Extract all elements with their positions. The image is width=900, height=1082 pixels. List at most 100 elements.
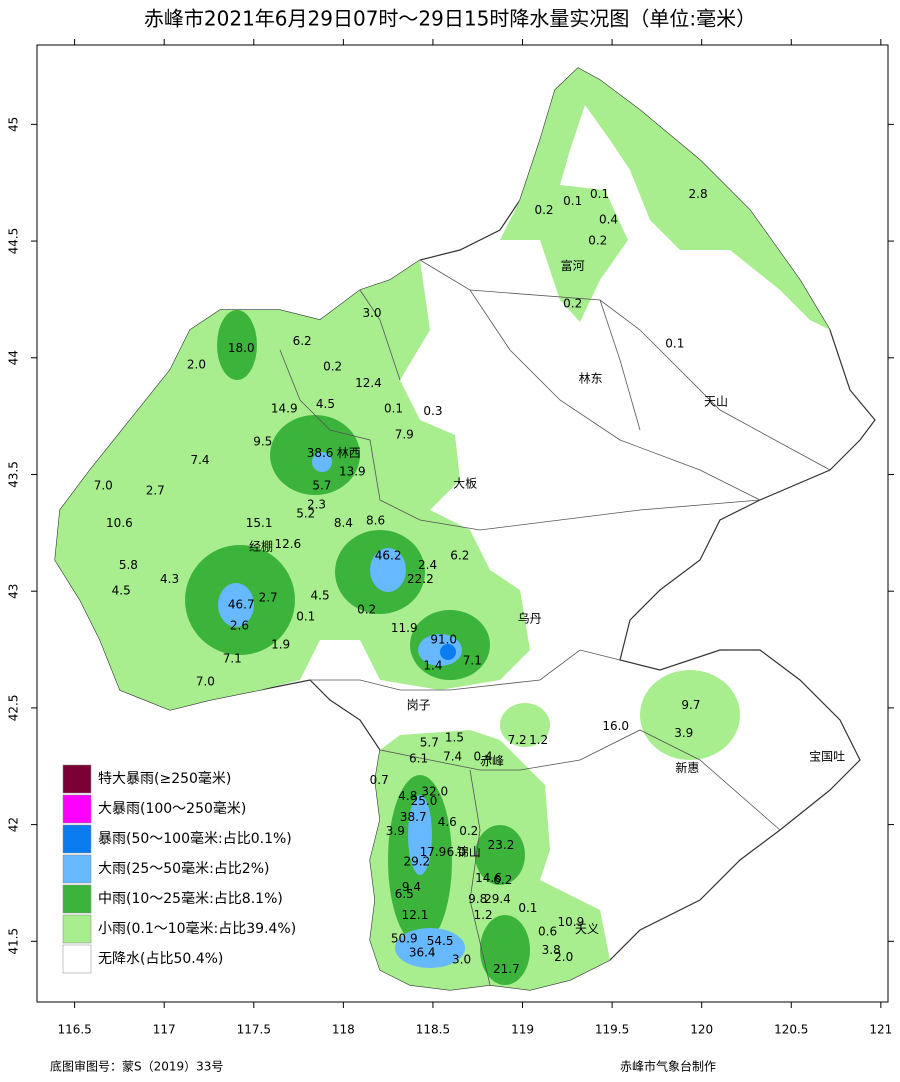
rain-label: 36.4 <box>409 945 436 959</box>
rain-label: 2.4 <box>418 558 437 572</box>
y-tick-label: 45 <box>7 117 21 132</box>
y-tick-label: 44.5 <box>7 228 21 255</box>
rain-label: 7.0 <box>94 479 113 493</box>
rain-label: 12.1 <box>402 908 429 922</box>
legend-swatch <box>62 914 92 944</box>
rain-label: 2.0 <box>187 357 206 371</box>
rain-label: 8.4 <box>334 516 353 530</box>
y-tick-label: 43 <box>7 584 21 599</box>
legend-label: 无降水(占比50.4%) <box>98 951 223 967</box>
rain-label: 46.7 <box>228 598 255 612</box>
x-tick-label: 119.5 <box>595 1023 629 1037</box>
legend-swatch <box>62 854 92 884</box>
rain-label: 4.5 <box>311 588 330 602</box>
rain-label: 23.2 <box>488 838 515 852</box>
rain-label: 3.0 <box>452 952 471 966</box>
legend-label: 中雨(10～25毫米:占比8.1%) <box>98 890 283 907</box>
rain-label: 25.0 <box>411 794 438 808</box>
x-tick-label: 118.5 <box>416 1023 450 1037</box>
rain-label: 5.2 <box>296 507 315 521</box>
rain-label: 91.0 <box>430 633 457 647</box>
rain-label: 1.2 <box>529 733 548 747</box>
rain-label: 3.9 <box>674 726 693 740</box>
rain-label: 7.2 <box>508 733 527 747</box>
place-name: 天山 <box>704 395 728 409</box>
rain-label: 0.1 <box>296 609 315 623</box>
place-name: 岗子 <box>407 698 431 712</box>
rain-label: 9.8 <box>468 892 487 906</box>
rain-label: 6.0 <box>447 845 466 859</box>
rain-label: 6.5 <box>395 887 414 901</box>
x-tick-label: 120 <box>690 1023 713 1037</box>
rain-label: 6.2 <box>493 873 512 887</box>
rain-label: 22.2 <box>407 572 434 586</box>
footer-source: 底图审图号：蒙S（2019）33号 <box>50 1059 223 1074</box>
rain-label: 0.2 <box>563 297 582 311</box>
rain-label: 1.4 <box>423 658 442 672</box>
legend-swatch <box>62 944 92 974</box>
rain-label: 7.9 <box>395 427 414 441</box>
heavy-rain-area <box>408 795 432 875</box>
rain-label: 5.7 <box>420 735 439 749</box>
rain-label: 29.2 <box>403 854 430 868</box>
rain-label: 0.1 <box>590 187 609 201</box>
moderate-rain-area <box>480 915 530 985</box>
rain-label: 21.7 <box>493 962 520 976</box>
rain-label: 6.1 <box>409 752 428 766</box>
rain-label: 29.4 <box>484 892 511 906</box>
legend-label: 特大暴雨(≥250毫米) <box>98 770 231 787</box>
rain-label: 17.9 <box>420 845 447 859</box>
rain-label: 12.6 <box>274 537 301 551</box>
legend-swatch <box>62 884 92 914</box>
rain-label: 0.2 <box>459 824 478 838</box>
x-tick-label: 117 <box>153 1023 176 1037</box>
rain-label: 0.1 <box>665 336 684 350</box>
rain-label: 1.5 <box>445 731 464 745</box>
rain-label: 0.2 <box>534 203 553 217</box>
map-areas <box>54 67 876 991</box>
rainstorm-area <box>440 644 456 660</box>
rain-label: 10.6 <box>106 516 133 530</box>
rain-label: 2.0 <box>554 950 573 964</box>
legend-swatch <box>62 824 92 854</box>
light-rain-area <box>640 670 740 760</box>
rain-label: 9.4 <box>402 880 421 894</box>
rain-label: 2.6 <box>230 619 249 633</box>
legend-label: 小雨(0.1～10毫米:占比39.4%) <box>98 920 296 937</box>
heavy-rain-area <box>370 548 406 592</box>
heavy-rain-area <box>395 928 465 968</box>
rain-label: 0.6 <box>538 924 557 938</box>
title: 赤峰市2021年6月29日07时～29日15时降水量实况图（单位:毫米） <box>144 7 756 31</box>
rain-label: 0.7 <box>370 773 389 787</box>
y-tick-label: 41.5 <box>7 928 21 955</box>
county-boundaries <box>279 259 831 986</box>
rain-label: 7.0 <box>196 675 215 689</box>
heavy-rain-area <box>218 583 254 627</box>
rain-label: 0.2 <box>588 234 607 248</box>
legend-swatch <box>62 764 92 794</box>
place-name: 富河 <box>561 258 585 273</box>
rain-label: 7.4 <box>190 453 209 467</box>
x-tick-label: 119 <box>511 1023 534 1037</box>
rain-label: 5.8 <box>119 558 138 572</box>
place-name: 林西 <box>337 446 361 460</box>
y-tick-label: 43.5 <box>7 461 21 488</box>
rain-label: 7.4 <box>443 749 462 763</box>
place-name: 锦山 <box>457 845 481 859</box>
rain-label: 1.9 <box>271 637 290 651</box>
legend-label: 大雨(25～50毫米:占比2%) <box>98 860 269 877</box>
rain-label: 7.1 <box>463 654 482 668</box>
rain-label: 14.9 <box>271 402 298 416</box>
rain-label: 5.7 <box>312 479 331 493</box>
rain-label: 2.8 <box>689 187 708 201</box>
rain-label: 12.4 <box>355 376 382 390</box>
rain-label: 0.2 <box>323 360 342 374</box>
place-name: 天义 <box>575 922 599 936</box>
place-name: 林东 <box>579 371 603 385</box>
rain-label: 50.9 <box>391 931 418 945</box>
x-tick-label: 120.5 <box>774 1023 808 1037</box>
moderate-rain-area <box>475 825 525 885</box>
place-name: 赤峰 <box>480 754 504 768</box>
x-tick-label: 117.5 <box>237 1023 271 1037</box>
